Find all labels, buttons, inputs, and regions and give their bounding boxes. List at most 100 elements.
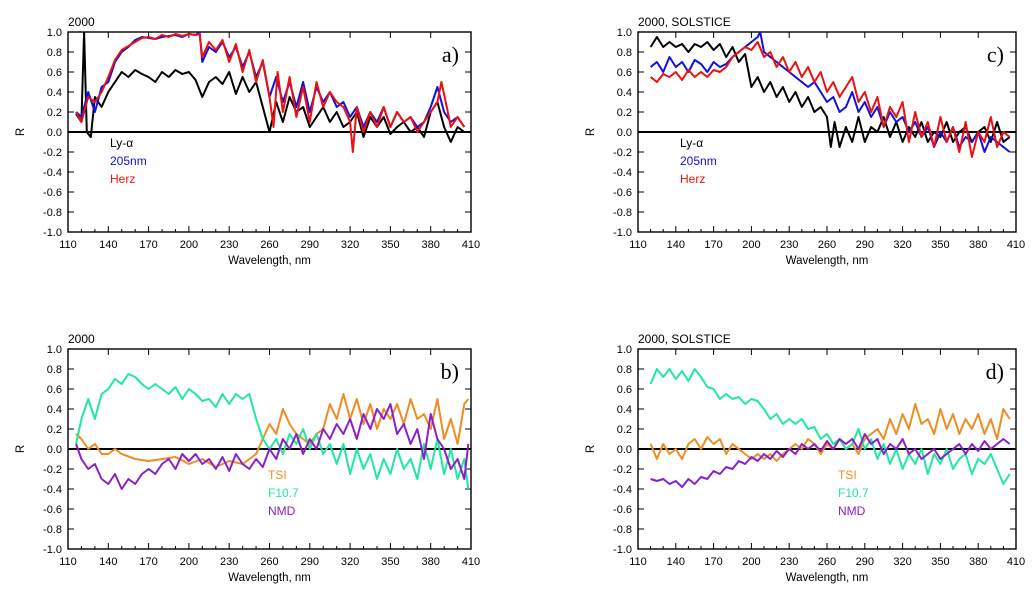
chart-title: 2000, SOLSTICE <box>638 332 731 346</box>
y-tick-label: 1.0 <box>617 344 632 356</box>
y-tick-label: -0.6 <box>43 187 62 199</box>
y-tick-label: -1.0 <box>43 227 62 239</box>
y-tick-label: 0.8 <box>617 47 632 59</box>
y-tick-label: 0.4 <box>617 404 632 416</box>
y-axis-label: R <box>585 445 597 453</box>
x-tick-label: 260 <box>818 239 836 251</box>
y-tick-label: -1.0 <box>613 227 632 239</box>
x-tick-label: 290 <box>856 556 874 568</box>
x-axis-label: Wavelength, nm <box>228 255 311 267</box>
x-tick-label: 320 <box>341 556 359 568</box>
x-tick-label: 380 <box>969 239 987 251</box>
y-tick-label: -0.8 <box>613 207 632 219</box>
x-axis-label: Wavelength, nm <box>786 255 869 267</box>
series-line-2 <box>75 403 470 490</box>
x-tick-label: 200 <box>742 556 760 568</box>
x-tick-label: 350 <box>931 239 949 251</box>
x-tick-label: 110 <box>629 556 647 568</box>
y-tick-label: 0.6 <box>47 67 62 79</box>
series-group <box>75 373 470 490</box>
x-tick-label: 170 <box>704 239 722 251</box>
y-tick-label: 0.8 <box>617 364 632 376</box>
y-tick-label: 0.0 <box>47 444 62 456</box>
y-tick-label: 0.4 <box>47 404 62 416</box>
y-tick-label: -0.2 <box>43 464 62 476</box>
x-tick-label: 230 <box>220 239 238 251</box>
legend-entry: TSI <box>838 468 857 482</box>
chart-title: 2000 <box>68 332 95 346</box>
y-tick-label: -0.4 <box>43 484 62 496</box>
chart-panel: 2000 110 140 170 200 230 260 290 320 350 380 410 1.0… <box>15 15 480 267</box>
y-tick-label: 0.4 <box>617 87 632 99</box>
chart-panel: 2000, SOLSTICE 110 140 170 200 230 260 290 320 35… <box>585 332 1025 584</box>
series-line-2 <box>75 33 466 153</box>
x-tick-label: 110 <box>59 239 77 251</box>
y-tick-label: -0.6 <box>613 187 632 199</box>
series-group <box>649 368 1011 488</box>
x-tick-label: 140 <box>99 556 117 568</box>
y-tick-label: -0.2 <box>43 147 62 159</box>
series-line-1 <box>75 32 466 128</box>
chart-panel: 2000, SOLSTICE 110 140 170 200 230 260 290 320 35… <box>585 15 1025 267</box>
y-tick-label: 0.2 <box>47 424 62 436</box>
y-tick-label: -0.4 <box>43 167 62 179</box>
series-line-2 <box>649 41 1011 158</box>
x-tick-label: 200 <box>742 239 760 251</box>
y-tick-label: -0.2 <box>613 147 632 159</box>
chart-title: 2000, SOLSTICE <box>638 15 731 29</box>
y-axis-label: R <box>15 128 27 136</box>
x-tick-label: 140 <box>667 239 685 251</box>
legend-entry: Ly-α <box>110 136 133 150</box>
series-line-1 <box>75 373 470 490</box>
x-tick-label: 380 <box>969 556 987 568</box>
y-tick-label: 0.0 <box>617 444 632 456</box>
x-tick-label: 170 <box>139 239 157 251</box>
x-tick-label: 410 <box>1007 239 1025 251</box>
x-tick-label: 410 <box>462 556 480 568</box>
y-tick-label: 1.0 <box>617 27 632 39</box>
panel-tag: b) <box>441 359 459 384</box>
x-tick-label: 140 <box>99 239 117 251</box>
x-tick-label: 260 <box>260 239 278 251</box>
x-tick-label: 290 <box>856 239 874 251</box>
chart-panel: 2000 110 140 170 200 230 260 290 320 350 380 410 1.0… <box>15 332 480 584</box>
x-tick-label: 380 <box>422 239 440 251</box>
legend-entry: NMD <box>268 504 296 518</box>
panel-tag: a) <box>442 42 459 67</box>
legend-entry: Herz <box>110 172 135 186</box>
y-tick-label: -0.6 <box>43 504 62 516</box>
y-tick-label: 0.6 <box>617 384 632 396</box>
x-tick-label: 170 <box>704 556 722 568</box>
x-tick-label: 230 <box>780 556 798 568</box>
x-tick-label: 200 <box>180 239 198 251</box>
x-tick-label: 260 <box>260 556 278 568</box>
y-tick-label: 0.2 <box>617 424 632 436</box>
y-tick-label: 0.6 <box>617 67 632 79</box>
legend-entry: Ly-α <box>680 136 703 150</box>
series-line-1 <box>649 368 1011 485</box>
panel-tag: c) <box>987 42 1004 67</box>
x-tick-label: 320 <box>341 239 359 251</box>
y-tick-label: 0.0 <box>47 127 62 139</box>
x-tick-label: 350 <box>381 239 399 251</box>
y-tick-label: 0.4 <box>47 87 62 99</box>
x-tick-label: 410 <box>1007 556 1025 568</box>
y-tick-label: -0.8 <box>613 524 632 536</box>
legend-entry: TSI <box>268 468 287 482</box>
panel-tag: d) <box>986 359 1004 384</box>
y-tick-label: 1.0 <box>47 27 62 39</box>
x-axis-label: Wavelength, nm <box>228 572 311 584</box>
legend-entry: 205nm <box>680 154 717 168</box>
y-tick-label: 1.0 <box>47 344 62 356</box>
series-line-0 <box>649 36 1011 148</box>
y-tick-label: -0.2 <box>613 464 632 476</box>
legend-entry: Herz <box>680 172 705 186</box>
series-line-0 <box>75 32 465 143</box>
x-tick-label: 110 <box>629 239 647 251</box>
y-tick-label: 0.2 <box>47 107 62 119</box>
legend-entry: F10.7 <box>268 486 299 500</box>
x-tick-label: 320 <box>893 239 911 251</box>
x-tick-label: 230 <box>220 556 238 568</box>
x-tick-label: 410 <box>462 239 480 251</box>
